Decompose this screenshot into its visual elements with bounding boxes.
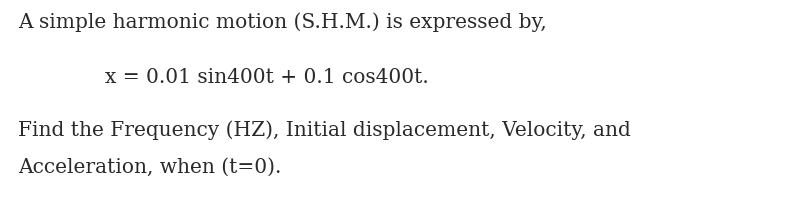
- Text: A simple harmonic motion (S.H.M.) is expressed by,: A simple harmonic motion (S.H.M.) is exp…: [18, 12, 546, 32]
- Text: x = 0.01 sin400t + 0.1 cos400t.: x = 0.01 sin400t + 0.1 cos400t.: [105, 68, 429, 87]
- Text: Acceleration, when (t=0).: Acceleration, when (t=0).: [18, 158, 282, 177]
- Text: Find the Frequency (HZ), Initial displacement, Velocity, and: Find the Frequency (HZ), Initial displac…: [18, 120, 631, 140]
